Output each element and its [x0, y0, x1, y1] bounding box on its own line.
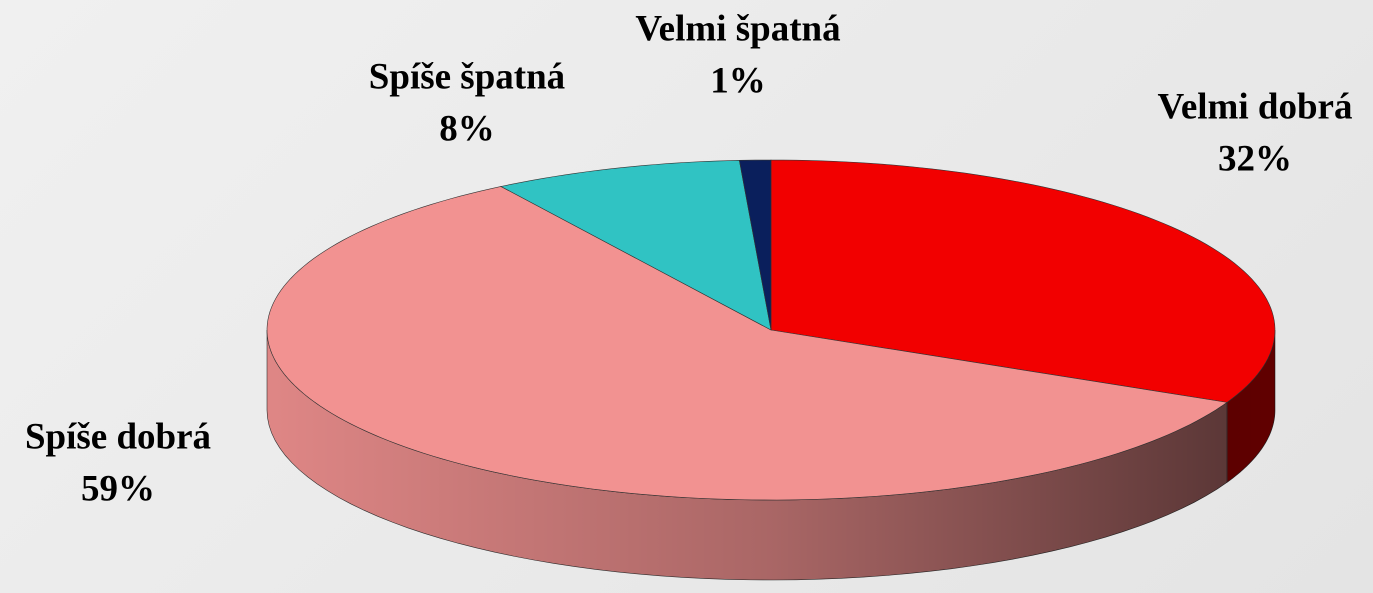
side-shade — [267, 330, 1228, 580]
slice-value-label: 59% — [81, 468, 155, 509]
slice-value-label: 32% — [1218, 138, 1292, 179]
pie-tops — [266, 159, 1276, 501]
pie-slice — [738, 159, 772, 331]
slice-value-label: 8% — [439, 108, 495, 149]
pie-slice — [266, 186, 1228, 501]
pie-sides — [266, 329, 1276, 581]
labels: Velmi dobrá 32% Spíše dobrá 59% Spíše špatná… — [25, 8, 1353, 509]
slice-value-label: 1% — [710, 60, 766, 101]
slice-label: Spíše špatná — [369, 56, 565, 97]
slice-label: Velmi špatná — [635, 8, 840, 49]
slice-label: Velmi dobrá — [1158, 86, 1353, 127]
side-shade — [1227, 330, 1275, 483]
pie-slice — [500, 160, 772, 331]
pie-slice — [770, 159, 1276, 403]
slice-label: Spíše dobrá — [25, 416, 211, 457]
